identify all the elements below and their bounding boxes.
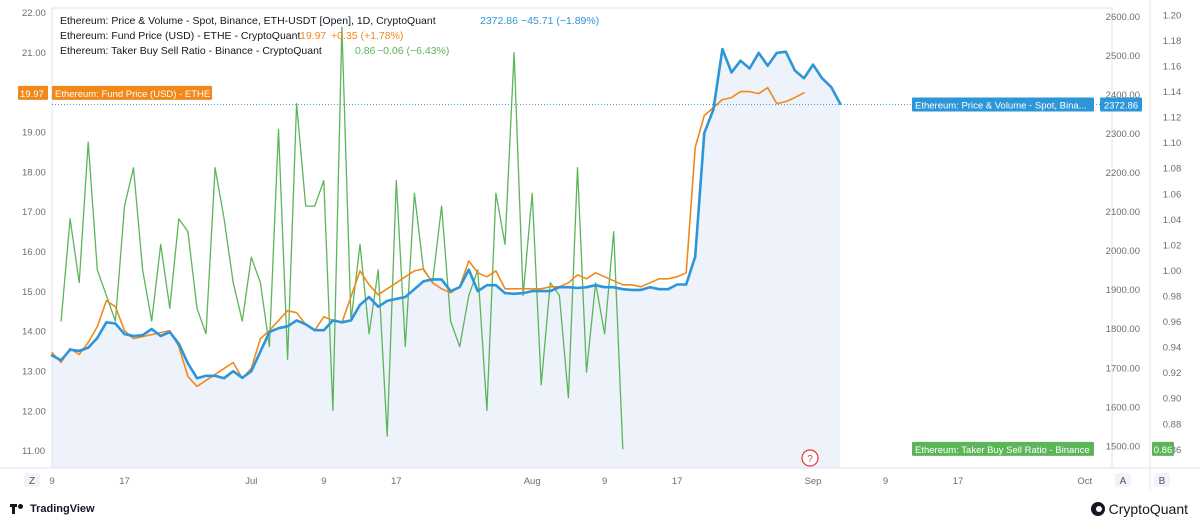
middle-axis-tick-label: 2300.00 — [1106, 129, 1140, 140]
left-axis-tick-label: 22.00 — [22, 8, 46, 19]
x-axis-tick-label: Aug — [524, 476, 541, 487]
x-axis-tick-label: 9 — [49, 476, 54, 487]
zoom-button[interactable]: Z — [24, 473, 40, 487]
middle-axis-tick-label: 2400.00 — [1106, 90, 1140, 101]
auto-scale-button-label: A — [1120, 476, 1127, 487]
left-axis-tick-label: 17.00 — [22, 207, 46, 218]
x-axis-tick-label: 17 — [953, 476, 964, 487]
left-axis-tick-label: 15.00 — [22, 287, 46, 298]
middle-axis-tick-label: 2600.00 — [1106, 12, 1140, 23]
x-axis-tick-label: 9 — [321, 476, 326, 487]
price-area-layer — [52, 49, 841, 468]
middle-axis-tick-label: 1800.00 — [1106, 324, 1140, 335]
right-axis-tick-label: 1.04 — [1163, 215, 1182, 226]
x-axis-tick-label: Oct — [1077, 476, 1092, 487]
x-axis-tick-label: Jul — [245, 476, 257, 487]
ratio-value-tag-text: 0.86 — [1154, 445, 1173, 456]
legend-ratio-change: −0.06 (−6.43%) — [377, 45, 449, 57]
left-axis-tick-label: 11.00 — [22, 446, 45, 457]
legend-fund-value: 19.97 — [300, 30, 326, 42]
price-tags-layer: 19.97 Ethereum: Fund Price (USD) - ETHE Et… — [18, 85, 1174, 456]
price-name-tag — [912, 97, 1094, 112]
legend-fund-change: +0.35 (+1.78%) — [331, 30, 403, 42]
right-axis-tick-label: 1.12 — [1163, 113, 1182, 124]
right-axis-tick-label: 1.16 — [1163, 62, 1182, 73]
fund-name-tag — [52, 85, 212, 100]
legend-ratio-value: 0.86 — [355, 45, 376, 57]
middle-axis-tick-label: 1700.00 — [1106, 363, 1140, 374]
x-axis-tick-label: 17 — [119, 476, 130, 487]
middle-axis-tick-label: 2100.00 — [1106, 207, 1140, 218]
axes-layer: 22.0021.0020.0019.0018.0017.0016.0015.00… — [22, 8, 1181, 487]
legend-price-change: −45.71 (−1.89%) — [521, 15, 599, 27]
help-icon[interactable]: ? — [801, 449, 819, 467]
ratio-name-tag-text: Ethereum: Taker Buy Sell Ratio - Binance — [915, 445, 1090, 456]
right-axis-tick-label: 0.92 — [1163, 368, 1182, 379]
left-axis-tick-label: 18.00 — [22, 167, 46, 178]
fund-value-tag — [18, 85, 48, 100]
legend-price-value: 2372.86 — [480, 15, 518, 27]
right-axis-tick-label: 1.14 — [1163, 87, 1182, 98]
zoom-button-label: Z — [29, 476, 35, 487]
left-axis-tick-label: 19.00 — [22, 127, 46, 138]
legend: Ethereum: Price & Volume - Spot, Binance… — [60, 15, 599, 57]
log-scale-button-label: B — [1159, 476, 1166, 487]
log-scale-button[interactable]: B — [1154, 473, 1170, 487]
middle-axis-tick-label: 1600.00 — [1106, 402, 1140, 413]
series-lines-layer — [50, 26, 1112, 450]
middle-axis-tick-label: 2500.00 — [1106, 51, 1140, 62]
price-area-fill — [52, 49, 841, 468]
right-axis-tick-label: 1.02 — [1163, 240, 1182, 251]
legend-ratio-label: Ethereum: Taker Buy Sell Ratio - Binance… — [60, 45, 322, 57]
legend-price-label: Ethereum: Price & Volume - Spot, Binance… — [60, 15, 436, 27]
footer: TradingView CryptoQuant — [0, 496, 1200, 523]
left-axis-tick-label: 13.00 — [22, 366, 46, 377]
cryptoquant-logo-text: CryptoQuant — [1108, 501, 1188, 517]
tradingview-logo[interactable]: TradingView — [10, 500, 95, 518]
left-axis-tick-label: 14.00 — [22, 327, 46, 338]
right-axis-tick-label: 0.96 — [1163, 317, 1182, 328]
right-axis-tick-label: 1.18 — [1163, 36, 1182, 47]
right-axis-tick-label: 0.94 — [1163, 343, 1182, 354]
right-axis-tick-label: 1.00 — [1163, 266, 1182, 277]
legend-fund-label: Ethereum: Fund Price (USD) - ETHE - Cryp… — [60, 30, 300, 42]
left-axis-tick-label: 16.00 — [22, 247, 46, 258]
middle-axis-tick-label: 1900.00 — [1106, 285, 1140, 296]
right-axis-tick-label: 1.20 — [1163, 10, 1182, 21]
price-series-line — [50, 47, 842, 380]
x-axis-tick-label: Sep — [805, 476, 822, 487]
ratio-value-tag — [1152, 441, 1174, 456]
right-axis-tick-label: 0.90 — [1163, 394, 1182, 405]
middle-axis-tick-label: 2200.00 — [1106, 168, 1140, 179]
right-axis-tick-label: 1.08 — [1163, 164, 1182, 175]
left-axis-tick-label: 12.00 — [22, 406, 46, 417]
auto-scale-button[interactable]: A — [1115, 473, 1131, 487]
right-axis-tick-label: 0.88 — [1163, 419, 1182, 430]
left-axis-tick-label: 21.00 — [22, 48, 46, 59]
tradingview-logo-text: TradingView — [30, 503, 95, 515]
right-axis-tick-label: 1.10 — [1163, 138, 1182, 149]
cryptoquant-logo-icon — [1090, 502, 1105, 516]
help-icon-glyph: ? — [807, 454, 813, 465]
x-axis-tick-label: 9 — [883, 476, 888, 487]
x-axis-tick-label: 9 — [602, 476, 607, 487]
tradingview-logo-icon — [10, 504, 26, 514]
right-axis-tick-label: 0.98 — [1163, 292, 1182, 303]
fund-value-tag-text: 19.97 — [20, 89, 44, 100]
fund-name-tag-text: Ethereum: Fund Price (USD) - ETHE — [55, 89, 210, 100]
ratio-name-tag — [912, 441, 1094, 456]
price-name-tag-text: Ethereum: Price & Volume - Spot, Bina... — [915, 101, 1087, 112]
price-value-tag — [1100, 97, 1142, 112]
x-axis-tick-label: 17 — [391, 476, 402, 487]
taker-ratio-series-line — [60, 26, 624, 450]
price-value-tag-text: 2372.86 — [1104, 101, 1138, 112]
right-axis-tick-label: 1.06 — [1163, 189, 1182, 200]
middle-axis-tick-label: 2000.00 — [1106, 246, 1140, 257]
middle-axis-tick-label: 1500.00 — [1106, 441, 1140, 452]
cryptoquant-logo[interactable]: CryptoQuant — [1090, 499, 1188, 519]
x-axis-tick-label: 17 — [672, 476, 683, 487]
